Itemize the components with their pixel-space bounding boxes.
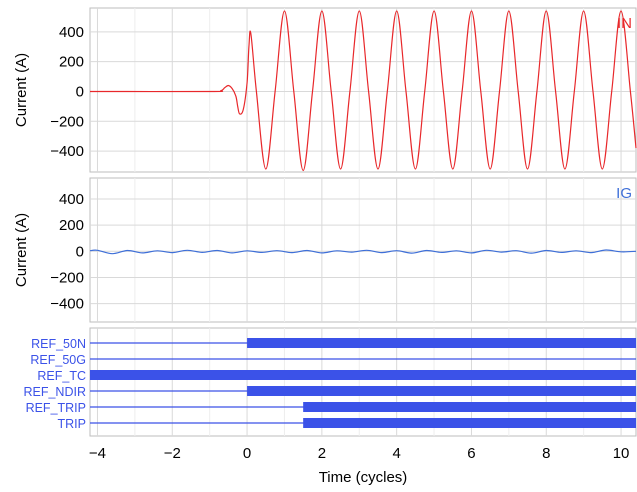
x-tick-label: 2 [318, 445, 326, 462]
y-tick-label: 200 [59, 54, 84, 71]
channel-asserted-bar [247, 386, 637, 396]
y-tick-label: −200 [50, 269, 84, 286]
grid-top [90, 8, 636, 172]
x-tick-label: −2 [164, 445, 181, 462]
channel-label: REF_NDIR [23, 385, 86, 399]
y-tick-label: −400 [50, 143, 84, 160]
y-tick-label: 0 [76, 83, 84, 100]
channel-asserted-bar [303, 402, 636, 412]
channel-label: REF_50N [31, 337, 86, 351]
panel-top-in: −400 −200 0 200 400 IN Current (A) [13, 7, 637, 173]
x-tick-label: 4 [392, 445, 400, 462]
digital-channel-row: TRIP [58, 417, 636, 431]
digital-channel-row: REF_50G [30, 353, 636, 367]
digital-channel-row: REF_NDIR [23, 385, 637, 399]
y-tick-label: −400 [50, 296, 84, 313]
series-label-in: IN [617, 15, 632, 32]
channel-asserted-bar [90, 370, 636, 380]
ig-current-line [89, 249, 637, 255]
x-ticks: −4 −2 0 2 4 6 8 10 [89, 445, 629, 462]
digital-channels: REF_50N REF_50G REF_TC REF_NDIR REF_TRIP TRIP [23, 337, 637, 431]
y-axis-label-top: Current (A) [13, 53, 30, 127]
x-tick-label: 10 [613, 445, 630, 462]
in-current-line [89, 10, 637, 172]
channel-label: REF_TC [37, 369, 86, 383]
x-tick-label: 0 [243, 445, 251, 462]
channel-label: TRIP [58, 417, 86, 431]
panel-bottom-digital: REF_50N REF_50G REF_TC REF_NDIR REF_TRIP TRIP… [23, 327, 637, 486]
y-tick-label: 400 [59, 24, 84, 41]
digital-channel-row: REF_50N [31, 337, 637, 351]
x-tick-label: 8 [542, 445, 550, 462]
y-tick-label: 400 [59, 191, 84, 208]
digital-channel-row: REF_TRIP [26, 401, 636, 415]
y-ticks-middle: −400 −200 0 200 400 [50, 191, 84, 313]
y-tick-label: 200 [59, 217, 84, 234]
digital-channel-row: REF_TC [37, 369, 636, 383]
y-axis-label-middle: Current (A) [13, 213, 30, 287]
panel-middle-ig: −400 −200 0 200 400 IG Current (A) [13, 177, 637, 323]
channel-asserted-bar [247, 338, 637, 348]
y-ticks-top: −400 −200 0 200 400 [50, 24, 84, 160]
channel-label: REF_TRIP [26, 401, 86, 415]
x-tick-label: 6 [467, 445, 475, 462]
x-axis-label: Time (cycles) [319, 469, 408, 486]
channel-label: REF_50G [30, 353, 86, 367]
series-label-ig: IG [616, 185, 632, 202]
y-tick-label: 0 [76, 243, 84, 260]
y-tick-label: −200 [50, 113, 84, 130]
channel-asserted-bar [303, 418, 636, 428]
x-tick-label: −4 [89, 445, 106, 462]
